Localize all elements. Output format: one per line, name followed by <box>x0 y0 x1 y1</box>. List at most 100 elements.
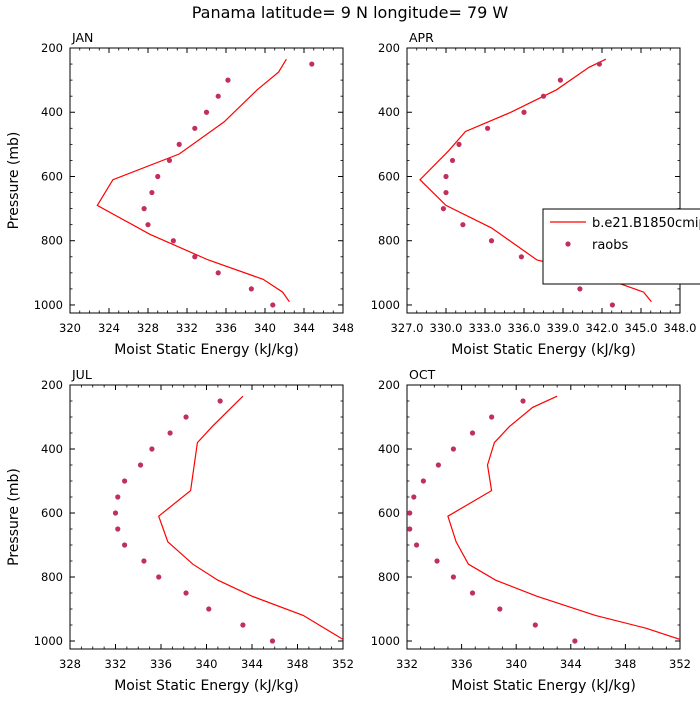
panel-oct-raobs-point <box>532 622 538 628</box>
panel-oct-y-tick-label: 400 <box>378 442 400 456</box>
panel-apr-raobs-point <box>540 93 547 99</box>
panel-jul-model-line <box>157 395 343 640</box>
panel-apr-raobs-point <box>557 77 564 83</box>
panel-apr-y-tick-label: 1000 <box>371 298 400 312</box>
panel-apr-y-tick-label: 800 <box>378 234 400 248</box>
panel-apr-raobs-point <box>485 125 491 131</box>
panel-jul-x-tick-label: 340 <box>196 657 218 671</box>
panel-jul-raobs-point <box>122 542 128 548</box>
panel-apr-raobs-point <box>577 286 583 292</box>
panel-apr-raobs-point <box>456 141 462 147</box>
panel-apr-title: APR <box>409 30 434 45</box>
panel-jan-raobs-point <box>309 61 315 67</box>
panel-jan-y-tick-label: 1000 <box>34 298 63 312</box>
panel-apr-y-tick-label: 200 <box>378 41 400 55</box>
panel-jan-x-tick-label: 344 <box>293 321 315 335</box>
panel-jul-raobs-point <box>167 430 173 436</box>
panel-apr-y-tick-label: 400 <box>378 105 400 119</box>
panel-jan-raobs-point <box>141 206 147 212</box>
panel-apr-raobs-point <box>443 173 449 180</box>
panel-apr-x-axis-label: Moist Static Energy (kJ/kg) <box>451 342 636 358</box>
panel-oct-raobs-point <box>572 638 578 644</box>
panel-oct-x-tick-label: 332 <box>396 657 418 671</box>
panel-jul: 328 332 336 340 344 348 352 200 400 600 800 1000 JUL… <box>6 367 354 694</box>
panel-apr-x-tick-label: 339.0 <box>547 321 580 335</box>
panel-oct-raobs-point <box>450 574 457 580</box>
panel-jul-title: JUL <box>71 367 92 382</box>
panel-jul-y-tick-label: 1000 <box>34 634 63 648</box>
panel-oct-raobs-point <box>450 446 457 452</box>
legend-raobs-label: raobs <box>592 238 629 253</box>
panel-jul-raobs-point <box>122 478 128 484</box>
panel-jan-x-tick-label: 340 <box>254 321 276 335</box>
panel-jul-x-axis-label: Moist Static Energy (kJ/kg) <box>114 678 299 694</box>
panel-jan-frame <box>69 47 344 314</box>
panel-jan-raobs-point <box>215 270 221 276</box>
panel-jul-x-tick-label: 328 <box>59 657 81 671</box>
panel-jul-raobs-point <box>217 398 223 404</box>
panel-jul-x-tick-label: 336 <box>150 657 172 671</box>
panel-oct-x-tick-label: 352 <box>669 657 691 671</box>
panel-jan-x-tick-label: 328 <box>137 321 159 335</box>
legend: b.e21.B1850cmip6.f raobs <box>542 208 700 285</box>
panel-jul-raobs-point <box>240 622 246 628</box>
panel-oct-y-tick-label: 1000 <box>371 634 400 648</box>
panel-jan-model-line <box>96 58 290 303</box>
panel-jan-raobs-point <box>170 238 176 244</box>
panel-jan-x-tick-label: 320 <box>59 321 81 335</box>
panel-oct-raobs-point <box>520 398 526 404</box>
panel-apr-raobs-point <box>521 109 527 115</box>
panel-oct-raobs-point <box>489 414 495 420</box>
panel-jan-y-tick-label: 400 <box>41 105 63 119</box>
panel-jan-raobs-point <box>192 125 198 131</box>
panel-apr-raobs-point <box>449 157 456 164</box>
panel-oct-raobs-point <box>420 478 426 484</box>
panel-jan-y-axis-label: Pressure (mb) <box>6 132 22 230</box>
panel-apr-raobs-point <box>443 189 449 196</box>
panel-oct-x-tick-label: 340 <box>505 657 527 671</box>
panel-apr-x-tick-label: 336.0 <box>508 321 541 335</box>
panel-oct-raobs-point <box>407 526 413 532</box>
panel-jul-y-tick-label: 600 <box>41 506 63 520</box>
panel-apr-x-tick-label: 345.0 <box>625 321 658 335</box>
panel-jan-raobs-point <box>270 302 276 308</box>
panel-jul-y-tick-label: 200 <box>41 378 63 392</box>
panel-apr-x-tick-label: 327.0 <box>391 321 424 335</box>
panel-jan-raobs-point <box>166 157 173 164</box>
panel-jan-y-tick-label: 800 <box>41 234 63 248</box>
panel-apr-x-tick-label: 348.0 <box>664 321 697 335</box>
panel-apr-raobs-point <box>596 61 603 67</box>
panel-jul-raobs-point <box>115 526 121 532</box>
legend-model-label: b.e21.B1850cmip6.f <box>592 216 700 231</box>
panel-apr-x-tick-label: 330.0 <box>430 321 463 335</box>
panel-oct-x-axis-label: Moist Static Energy (kJ/kg) <box>451 678 636 694</box>
panel-jan-x-axis-label: Moist Static Energy (kJ/kg) <box>114 342 299 358</box>
panel-oct-raobs-point <box>435 462 441 468</box>
panel-oct-title: OCT <box>409 367 436 382</box>
panel-jul-x-tick-label: 352 <box>332 657 354 671</box>
panel-jan-raobs-point <box>215 93 221 99</box>
panel-apr-raobs-point <box>440 206 446 212</box>
panel-oct-raobs-point <box>469 430 476 436</box>
panel-jan-raobs-point <box>192 254 198 260</box>
panel-oct-raobs-point <box>434 558 440 564</box>
panel-jan-x-tick-label: 348 <box>332 321 354 335</box>
panel-jul-raobs-point <box>269 638 276 644</box>
panel-jan-y-tick-label: 200 <box>41 41 63 55</box>
panel-jan-x-tick-label: 332 <box>176 321 198 335</box>
panel-jul-raobs-point <box>141 558 147 564</box>
panel-jan-x-tick-label: 324 <box>98 321 120 335</box>
panel-apr-raobs-point <box>488 238 495 244</box>
panel-oct-raobs-point <box>411 494 417 500</box>
panel-jan-x-tick-label: 336 <box>215 321 237 335</box>
panel-oct-x-tick-label: 348 <box>614 657 636 671</box>
figure-title: Panama latitude= 9 N longitude= 79 W <box>191 3 509 22</box>
panel-apr: 327.0 330.0 333.0 336.0 339.0 342.0 345.0 348.0… <box>371 30 697 358</box>
panel-apr-raobs-point <box>518 254 525 260</box>
panel-jul-x-tick-label: 348 <box>287 657 309 671</box>
panel-jul-x-tick-label: 344 <box>241 657 263 671</box>
panel-oct-x-tick-label: 344 <box>560 657 582 671</box>
panel-jan: 320 324 328 332 336 340 344 348 200 400 600 800 1000… <box>6 30 354 358</box>
